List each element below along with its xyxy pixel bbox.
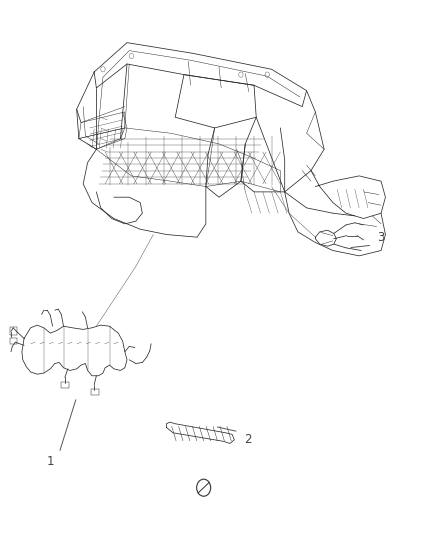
Bar (10, 327, 17, 335)
Text: 2: 2 (244, 433, 251, 446)
Text: 3: 3 (378, 231, 385, 244)
Bar (61, 382, 69, 388)
Bar (10, 338, 17, 344)
Bar (91, 389, 99, 395)
Text: 1: 1 (46, 455, 54, 467)
